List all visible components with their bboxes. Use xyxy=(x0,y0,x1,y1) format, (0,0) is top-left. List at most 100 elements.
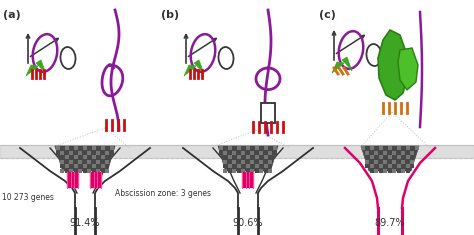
Bar xyxy=(87,160,91,164)
Bar xyxy=(92,160,96,164)
Bar xyxy=(241,168,246,173)
Bar xyxy=(78,146,82,150)
Bar xyxy=(96,164,100,168)
Bar xyxy=(388,155,392,159)
Bar xyxy=(60,164,64,168)
Bar xyxy=(101,146,105,150)
Bar xyxy=(406,155,410,159)
Bar xyxy=(237,150,241,155)
Polygon shape xyxy=(184,65,196,76)
Bar xyxy=(71,172,74,176)
Bar xyxy=(65,150,69,155)
Bar xyxy=(401,160,405,164)
Bar xyxy=(406,150,410,155)
Bar xyxy=(65,168,69,173)
Bar xyxy=(83,150,87,155)
Bar xyxy=(237,164,241,168)
Bar xyxy=(60,168,64,173)
Bar xyxy=(75,180,79,184)
Bar xyxy=(237,146,241,150)
Bar xyxy=(232,160,237,164)
Bar xyxy=(98,180,101,184)
Bar xyxy=(75,176,79,180)
Bar xyxy=(261,103,275,123)
Bar xyxy=(74,146,78,150)
Bar xyxy=(246,146,250,150)
Bar xyxy=(379,160,383,164)
Bar xyxy=(83,164,87,168)
Bar xyxy=(90,180,93,184)
Bar xyxy=(397,150,401,155)
Bar xyxy=(379,168,383,173)
Bar xyxy=(365,150,369,155)
Bar xyxy=(246,164,250,168)
Bar xyxy=(410,155,414,159)
Bar xyxy=(370,160,374,164)
Bar xyxy=(246,176,249,180)
Bar xyxy=(397,155,401,159)
Bar xyxy=(250,155,255,159)
Bar xyxy=(264,146,268,150)
Bar xyxy=(60,160,64,164)
Bar xyxy=(75,184,79,188)
Bar xyxy=(56,146,60,150)
Text: (b): (b) xyxy=(161,10,179,20)
Bar xyxy=(98,172,101,176)
Bar xyxy=(87,150,91,155)
Bar xyxy=(250,180,254,184)
Bar xyxy=(74,164,78,168)
Bar xyxy=(232,168,237,173)
Bar xyxy=(98,184,101,188)
Bar xyxy=(264,160,268,164)
Polygon shape xyxy=(36,60,46,74)
Bar xyxy=(242,176,246,180)
Bar xyxy=(69,160,73,164)
Bar xyxy=(401,146,405,150)
Bar xyxy=(105,168,109,173)
Bar xyxy=(219,146,223,150)
Bar xyxy=(370,155,374,159)
Bar xyxy=(56,150,60,155)
Bar xyxy=(250,146,255,150)
Bar xyxy=(259,155,264,159)
Bar xyxy=(374,164,378,168)
Polygon shape xyxy=(378,30,408,100)
Bar xyxy=(232,164,237,168)
Bar xyxy=(255,160,259,164)
Bar xyxy=(105,164,109,168)
Bar xyxy=(94,184,98,188)
Bar xyxy=(374,150,378,155)
Bar xyxy=(71,176,74,180)
Text: 89.7%: 89.7% xyxy=(374,218,405,228)
Polygon shape xyxy=(361,146,419,171)
Bar xyxy=(259,146,264,150)
Bar xyxy=(105,146,109,150)
Bar xyxy=(101,155,105,159)
Bar xyxy=(78,168,82,173)
Bar xyxy=(237,155,241,159)
Bar xyxy=(228,150,232,155)
Bar xyxy=(101,150,105,155)
Bar xyxy=(415,146,419,150)
Bar xyxy=(87,164,91,168)
Bar xyxy=(410,164,414,168)
Bar xyxy=(223,155,228,159)
Bar xyxy=(374,168,378,173)
Bar xyxy=(237,160,241,164)
Bar xyxy=(60,155,64,159)
Bar xyxy=(250,176,254,180)
Bar xyxy=(78,155,82,159)
Bar xyxy=(67,180,71,184)
Bar xyxy=(406,160,410,164)
Bar xyxy=(60,146,64,150)
Bar xyxy=(105,150,109,155)
Bar xyxy=(392,150,396,155)
Bar xyxy=(397,146,401,150)
Bar xyxy=(90,184,93,188)
Bar xyxy=(255,168,259,173)
Bar xyxy=(94,176,98,180)
Bar xyxy=(92,146,96,150)
Bar xyxy=(264,164,268,168)
Bar xyxy=(250,150,255,155)
Bar xyxy=(96,160,100,164)
